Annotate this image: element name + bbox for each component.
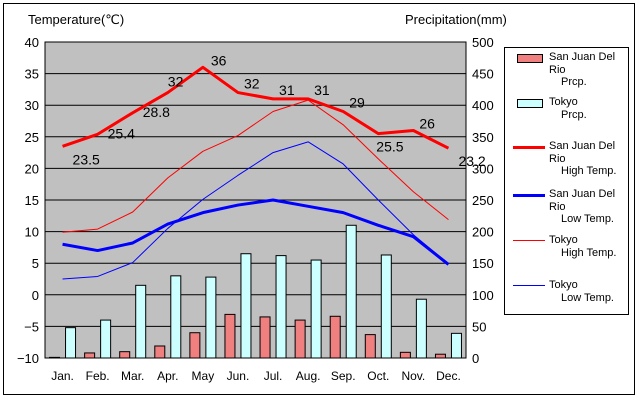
precip-bar-sanjuan [364,334,376,359]
left-tick-label: 25 [25,130,39,145]
legend-swatch [517,99,543,108]
left-tick-label: 10 [25,225,39,240]
x-tick-label: Oct. [367,369,389,383]
right-tick-label: 0 [472,351,479,366]
data-label: 23.2 [458,153,485,169]
precip-bar-sanjuan [84,352,96,359]
legend-line [513,285,545,286]
data-label: 25.5 [376,139,403,155]
precip-bar-sanjuan [399,351,411,359]
precip-bar-tokyo [240,253,252,359]
precip-bar-sanjuan [119,351,131,359]
legend-line [513,240,545,241]
x-tick-label: Jan. [51,369,74,383]
data-label: 31 [279,82,295,98]
data-label: 25.4 [108,125,135,141]
left-tick-label: 0 [32,288,39,303]
left-tick-label: 5 [32,256,39,271]
precip-bar-tokyo [450,332,462,359]
data-label: 28.8 [143,104,170,120]
right-tick-label: 50 [472,319,486,334]
precip-bar-tokyo [275,255,287,359]
data-label: 23.5 [73,151,100,167]
legend-label: Tokyo Low Temp. [549,279,614,304]
precip-bar-tokyo [380,254,392,359]
left-tick-label: 30 [25,98,39,113]
data-label: 32 [244,76,260,92]
x-tick-label: Mar. [121,369,144,383]
precip-bar-sanjuan [224,313,236,359]
legend-line [513,194,545,197]
data-label: 29 [349,95,365,111]
precip-bar-sanjuan [259,316,271,359]
right-tick-label: 150 [472,256,494,271]
temp-line-3 [62,141,449,280]
left-tick-label: −5 [24,319,39,334]
left-tick-label: 35 [25,67,39,82]
precip-bar-tokyo [415,298,427,359]
precip-bar-tokyo [65,327,77,359]
x-tick-label: Sep. [331,369,356,383]
left-axis-title: Temperature(℃) [28,12,125,27]
legend-label: San Juan Del Rio Prcp. [549,51,616,88]
legend-label: San Juan Del Rio High Temp. [549,140,617,177]
right-tick-label: 500 [472,35,494,50]
right-tick-label: 400 [472,98,494,113]
legend-label: Tokyo Prcp. [549,96,587,121]
right-tick-label: 250 [472,193,494,208]
data-label: 31 [314,82,330,98]
right-tick-label: 200 [472,225,494,240]
precip-bar-sanjuan [329,315,341,359]
precip-bar-tokyo [170,275,182,359]
precip-bar-tokyo [100,319,112,359]
right-tick-label: 450 [472,67,494,82]
legend-swatch [517,54,543,63]
x-tick-label: Jul. [264,369,283,383]
precip-bar-sanjuan [189,332,201,359]
legend-line [513,146,545,149]
left-tick-label: −10 [17,351,39,366]
precip-bar-sanjuan [294,319,306,359]
right-tick-label: 350 [472,130,494,145]
precip-bar-sanjuan [49,356,61,359]
right-axis-title: Precipitation(mm) [405,12,507,27]
precip-bar-tokyo [135,284,147,359]
data-label: 32 [168,74,184,90]
data-label: 26 [419,115,435,131]
precip-bar-tokyo [310,259,322,359]
temp-line-1 [62,198,450,266]
precip-bar-tokyo [205,276,217,359]
temp-line-0 [62,65,450,150]
legend-label: Tokyo High Temp. [549,234,617,259]
legend-label: San Juan Del Rio Low Temp. [549,188,616,225]
x-tick-label: Apr. [157,369,178,383]
x-tick-label: Aug. [296,369,321,383]
right-tick-label: 100 [472,288,494,303]
precip-bar-tokyo [345,224,357,359]
x-tick-label: Dec. [436,369,461,383]
left-tick-label: 15 [25,193,39,208]
x-tick-label: May [192,369,215,383]
temp-line-2 [62,99,449,233]
left-tick-label: 40 [25,35,39,50]
x-tick-label: Jun. [227,369,250,383]
right-tick-label: 300 [472,161,494,176]
x-tick-label: Feb. [86,369,110,383]
left-tick-label: 20 [25,161,39,176]
precip-bar-sanjuan [434,353,446,359]
precip-bar-sanjuan [154,345,166,359]
x-tick-label: Nov. [401,369,425,383]
data-label: 36 [211,52,227,68]
legend: San Juan Del Rio Prcp. Tokyo Prcp. San Juan … [504,47,629,315]
